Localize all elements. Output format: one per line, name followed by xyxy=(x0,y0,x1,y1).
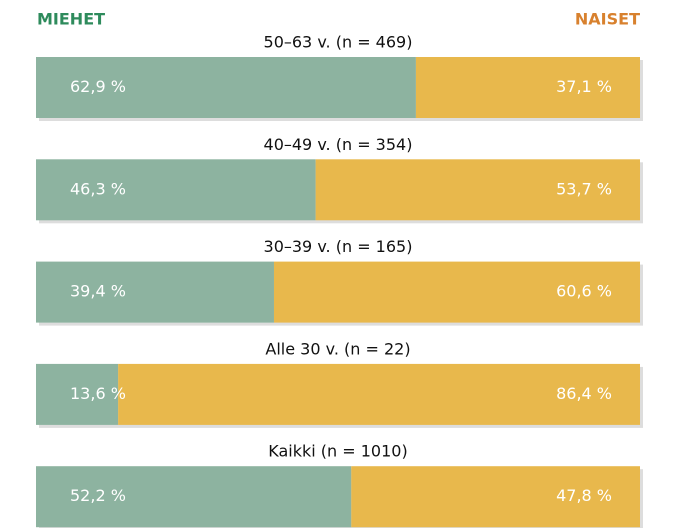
category-label: Kaikki (n = 1010) xyxy=(268,442,407,461)
legend-label: NAISET xyxy=(575,10,640,29)
value-label: 46,3 % xyxy=(70,179,126,198)
value-label: 86,4 % xyxy=(556,384,612,403)
value-label: 62,9 % xyxy=(70,77,126,96)
value-label: 37,1 % xyxy=(556,77,612,96)
bar-segment xyxy=(36,57,416,118)
value-label: 39,4 % xyxy=(70,282,126,301)
value-label: 13,6 % xyxy=(70,384,126,403)
value-label: 53,7 % xyxy=(556,179,612,198)
value-label: 60,6 % xyxy=(556,282,612,301)
category-label: 40–49 v. (n = 354) xyxy=(264,135,413,154)
value-label: 52,2 % xyxy=(70,486,126,505)
category-label: 30–39 v. (n = 165) xyxy=(264,237,413,256)
bar-segment xyxy=(315,159,640,221)
bar-segment xyxy=(36,466,352,528)
bar-segment xyxy=(415,57,640,118)
bar-segment xyxy=(36,363,119,425)
bar-segment xyxy=(36,159,316,221)
legend-label: MIEHET xyxy=(37,10,105,29)
category-label: 50–63 v. (n = 469) xyxy=(264,33,413,52)
bar-segment xyxy=(36,261,274,323)
bar-segment xyxy=(118,363,641,425)
category-label: Alle 30 v. (n = 22) xyxy=(265,339,410,358)
value-label: 47,8 % xyxy=(556,486,612,505)
bar-segment xyxy=(273,261,640,323)
bar-segment xyxy=(351,466,640,528)
